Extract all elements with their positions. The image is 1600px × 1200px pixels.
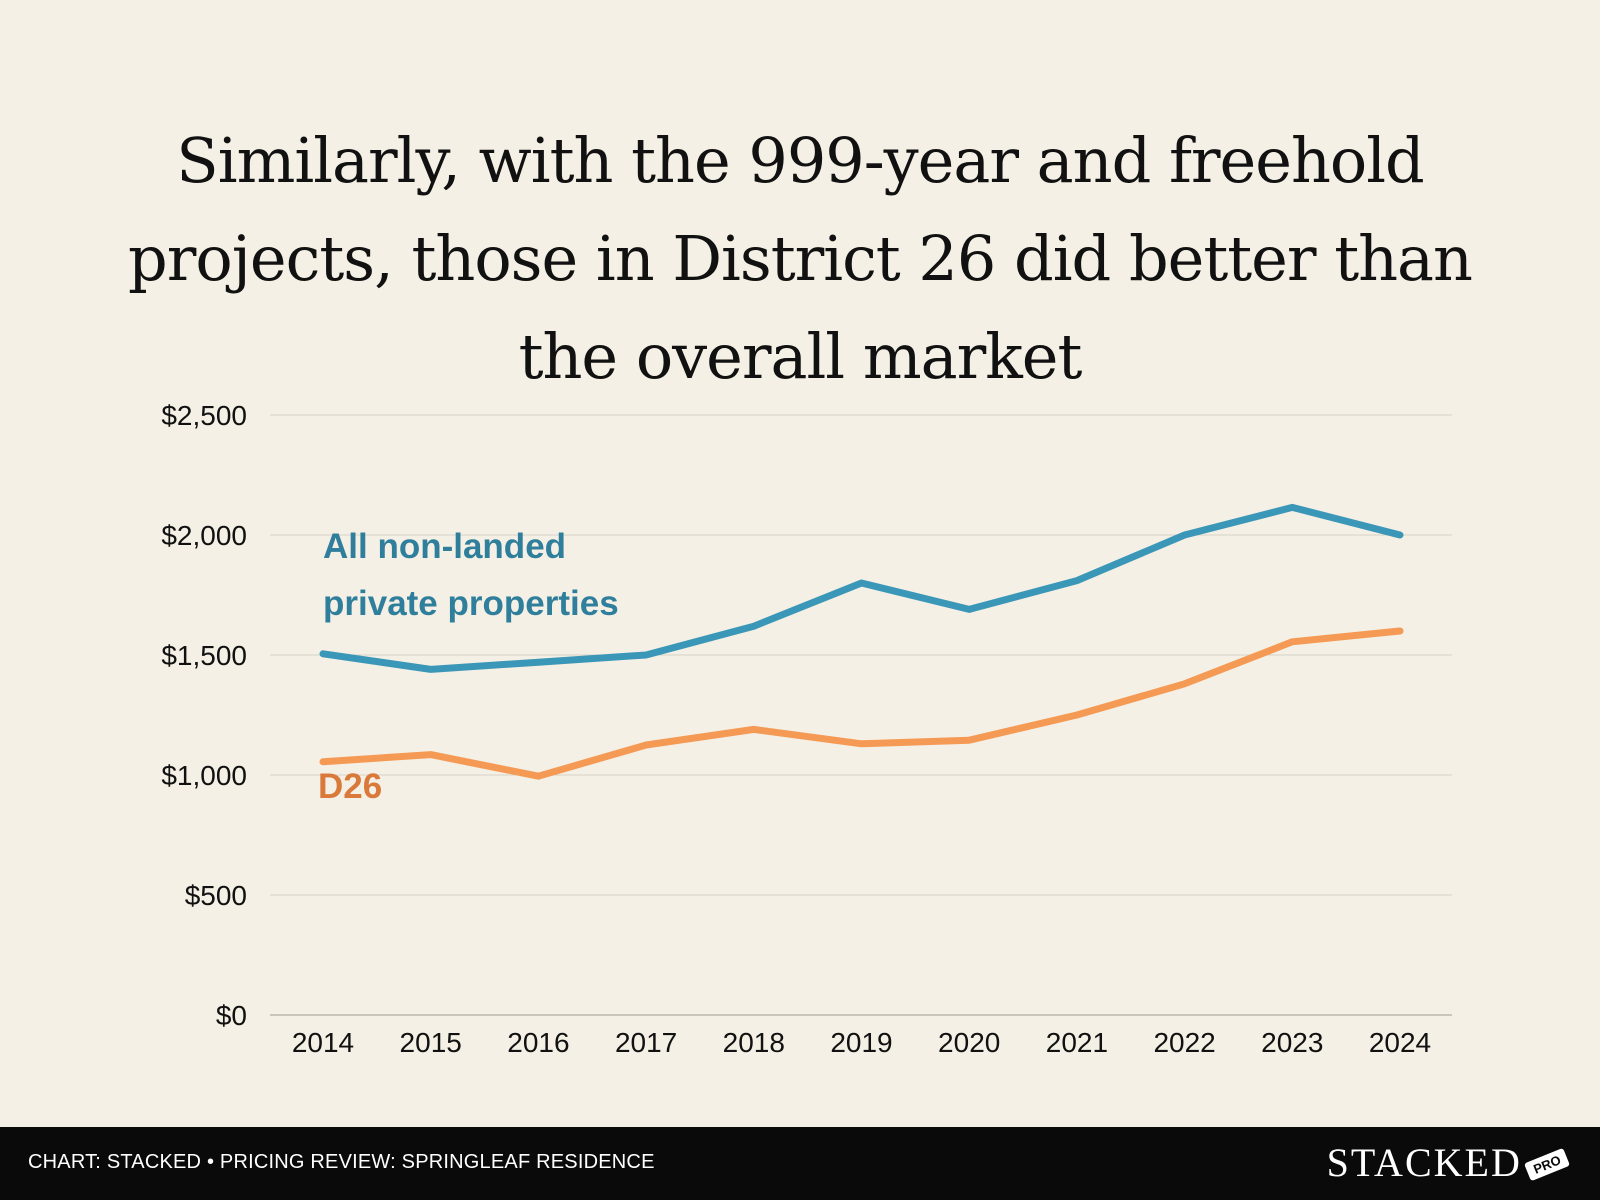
x-tick-label: 2023 <box>1261 1027 1323 1058</box>
brand-name: STACKED <box>1326 1139 1522 1185</box>
series-label-d26: D26 <box>318 767 382 806</box>
line-chart: $0$500$1,000$1,500$2,000$2,500 2014 2015 2… <box>161 400 1452 1058</box>
x-tick-label: 2015 <box>400 1027 462 1058</box>
x-tick-label: 2019 <box>830 1027 892 1058</box>
y-tick-label: $2,500 <box>161 400 247 431</box>
series-line-all-non-landed <box>319 503 1404 673</box>
y-tick-label: $0 <box>216 1000 247 1031</box>
x-tick-label: 2020 <box>938 1027 1000 1058</box>
series-lines <box>319 503 1404 780</box>
chart-source: CHART: STACKED • PRICING REVIEW: SPRINGL… <box>28 1151 655 1173</box>
x-tick-label: 2016 <box>507 1027 569 1058</box>
y-tick-label: $500 <box>185 880 247 911</box>
x-tick-label: 2022 <box>1153 1027 1215 1058</box>
brand-logo: STACKED PRO <box>1326 1137 1571 1187</box>
y-axis-ticks: $0 $500 $1,000 $1,500 $2,000 $2,500 <box>161 400 247 1031</box>
x-tick-label: 2017 <box>615 1027 677 1058</box>
x-axis-ticks: 2014 2015 2016 2017 2018 2019 2020 2021 2022 2023… <box>292 1027 1431 1058</box>
chart-title: Similarly, with the 999-year and freehol… <box>128 124 1473 393</box>
x-tick-label: 2018 <box>723 1027 785 1058</box>
footer-bar: CHART: STACKED • PRICING REVIEW: SPRINGL… <box>0 1127 1600 1200</box>
series-label-all-line-2: private properties <box>323 584 619 623</box>
y-tick-label: $1,500 <box>161 640 247 671</box>
y-tick-label: $2,000 <box>161 520 247 551</box>
pro-badge: PRO <box>1523 1147 1571 1181</box>
x-tick-label: 2021 <box>1046 1027 1108 1058</box>
series-line-d26 <box>319 627 1404 780</box>
x-tick-label: 2014 <box>292 1027 354 1058</box>
series-label-all-line-1: All non-landed <box>323 527 566 566</box>
gridlines <box>270 414 1452 1016</box>
x-tick-label: 2024 <box>1369 1027 1431 1058</box>
y-tick-label: $1,000 <box>161 760 247 791</box>
